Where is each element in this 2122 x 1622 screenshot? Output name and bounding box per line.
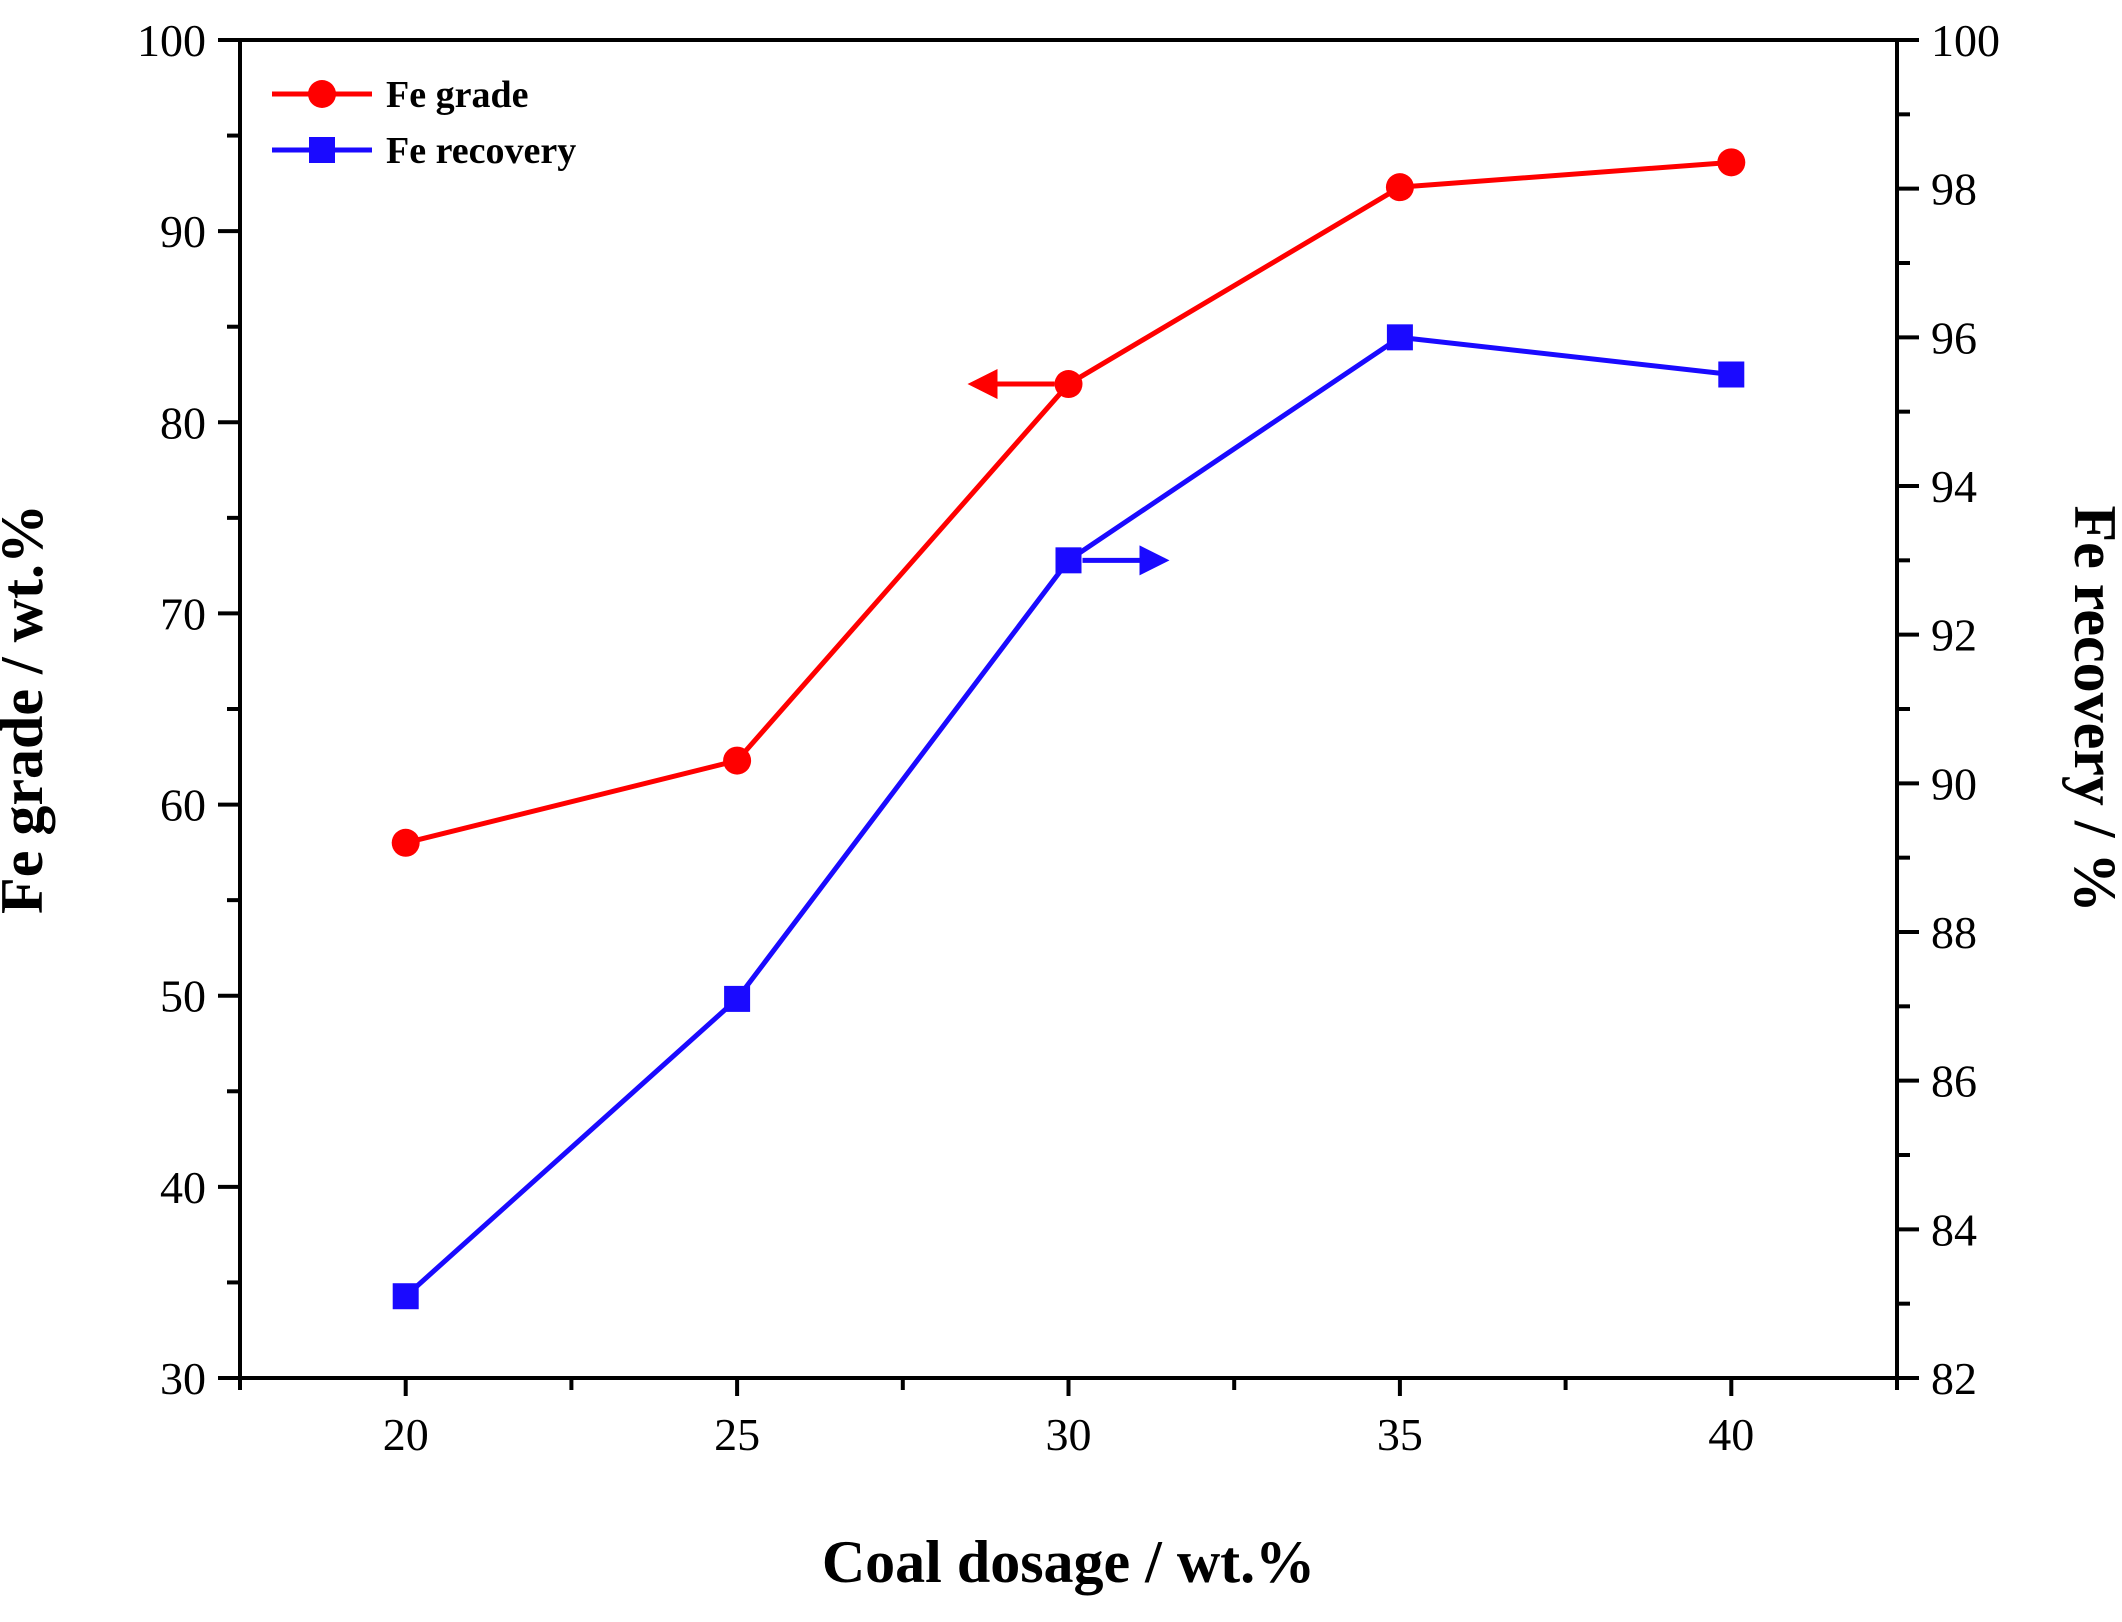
y2-tick-label: 88 [1931, 907, 1977, 958]
y-axis-title: Fe grade / wt.% [0, 504, 55, 914]
x-axis-title: Coal dosage / wt.% [822, 1529, 1315, 1595]
y-tick-label: 50 [160, 971, 206, 1022]
data-point-square [724, 985, 751, 1012]
legend-item: Fe recovery [272, 130, 576, 172]
data-point-circle [1717, 148, 1746, 177]
legend-item: Fe grade [272, 74, 528, 116]
x-tick-label: 35 [1377, 1409, 1423, 1460]
legend-label: Fe grade [386, 74, 528, 116]
data-point-circle [1385, 173, 1414, 202]
series-line [404, 334, 1732, 1299]
y2-tick-label: 96 [1931, 312, 1977, 363]
y-tick-label: 60 [160, 780, 206, 831]
data-point-circle [723, 746, 752, 775]
y-tick-label: 70 [160, 588, 206, 639]
legend: Fe grade Fe recovery [272, 74, 576, 172]
y2-tick-label: 90 [1931, 758, 1977, 809]
data-point-square [1718, 361, 1745, 388]
axes-layer: 20 25 30 35 40 30 40 50 60 70 80 90 100 82 84 86 88 90 92 9… [137, 15, 2000, 1460]
legend-marker-square [309, 137, 335, 163]
y2-tick-label: 98 [1931, 164, 1977, 215]
series-fe-recovery [392, 324, 1745, 1310]
data-point-circle [391, 828, 420, 857]
y2-tick-label: 82 [1931, 1353, 1977, 1404]
y-tick-label: 90 [160, 206, 206, 257]
y2-tick-label: 92 [1931, 610, 1977, 661]
y-tick-label: 40 [160, 1162, 206, 1213]
y2-tick-label: 94 [1931, 461, 1977, 512]
y2-axis-title: Fe recovery / % [2062, 505, 2122, 912]
y-tick-label: 80 [160, 397, 206, 448]
data-point-square [392, 1283, 419, 1310]
series-layer [391, 148, 1746, 1310]
y2-tick-label: 86 [1931, 1056, 1977, 1107]
legend-label: Fe recovery [386, 130, 576, 172]
x-tick-label: 30 [1046, 1409, 1092, 1460]
series-line [405, 159, 1732, 846]
y-tick-label: 30 [160, 1353, 206, 1404]
y2-tick-label: 100 [1931, 15, 2000, 66]
data-point-square [1386, 324, 1413, 351]
y-tick-label: 100 [137, 15, 206, 66]
data-point-square [1055, 547, 1082, 574]
x-tick-label: 40 [1708, 1409, 1754, 1460]
legend-marker-circle [308, 80, 336, 108]
x-tick-label: 25 [714, 1409, 760, 1460]
y2-tick-label: 84 [1931, 1204, 1977, 1255]
data-point-circle [1054, 370, 1083, 399]
series-fe-grade [391, 148, 1746, 857]
x-tick-label: 20 [383, 1409, 429, 1460]
plot-frame [238, 38, 1899, 1380]
